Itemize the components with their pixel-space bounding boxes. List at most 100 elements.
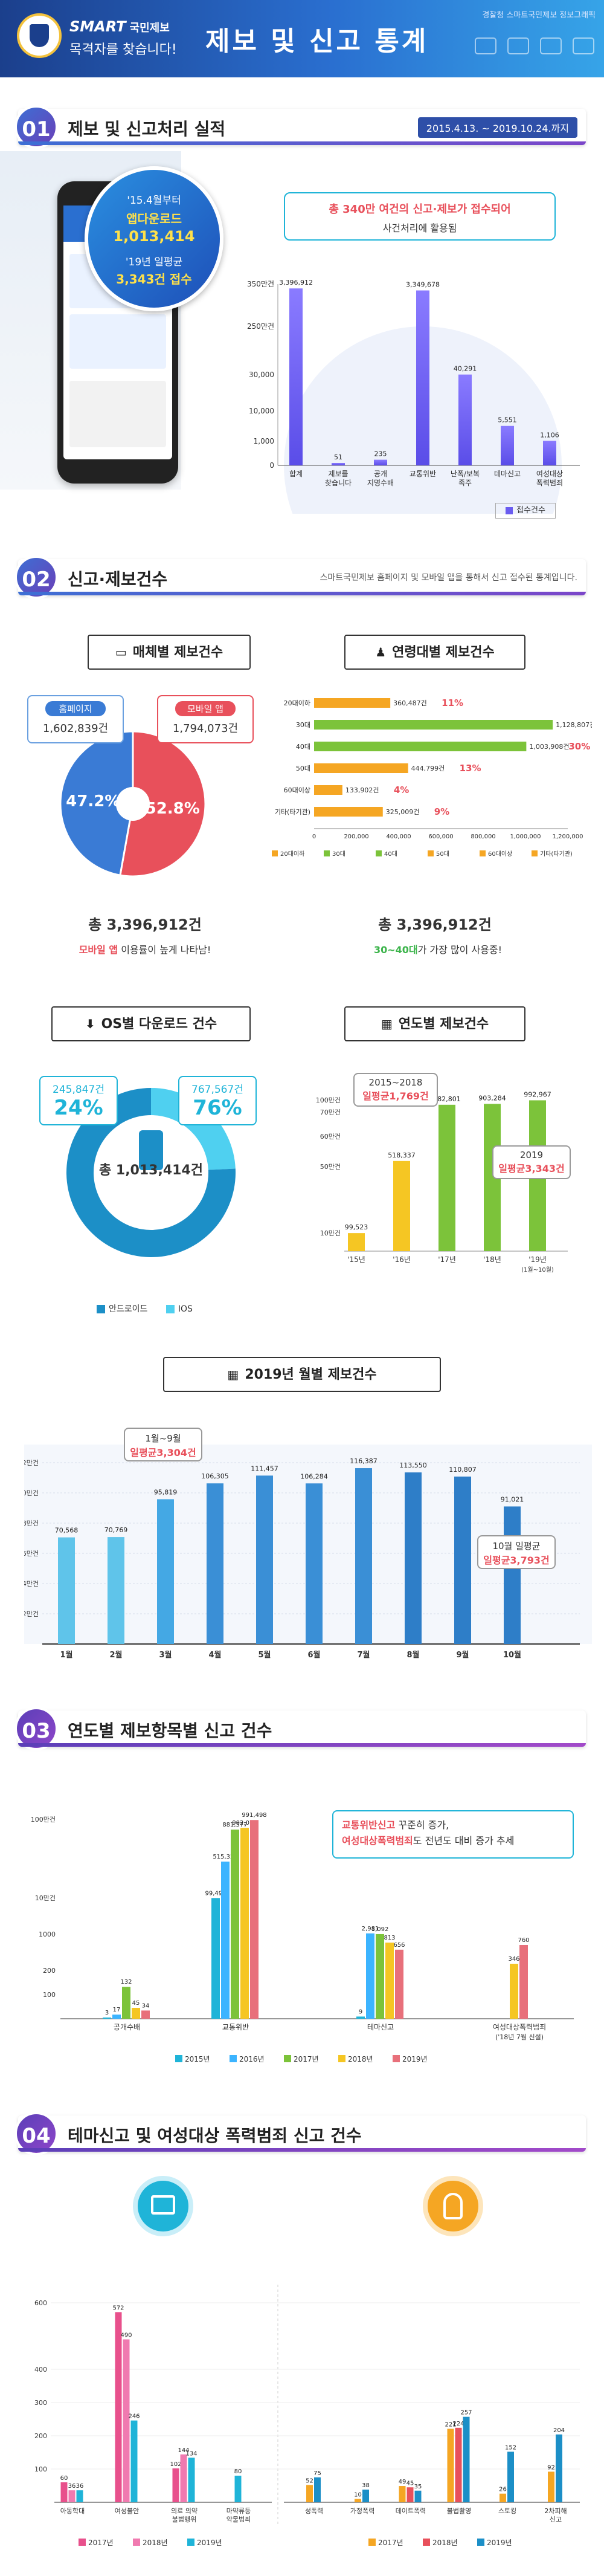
section-title: 연도별 제보항목별 신고 건수: [68, 1721, 272, 1741]
bar: [108, 1537, 124, 1644]
x-tick-label: 6월: [307, 1650, 320, 1660]
android-callout: 767,567건 76%: [178, 1076, 257, 1125]
data-label: 257: [460, 2410, 472, 2416]
x-tick-label: '16년: [393, 1255, 411, 1264]
y-tick-label: 10,000: [249, 407, 274, 415]
bar: [314, 807, 383, 817]
x-tick-label: 3월: [159, 1650, 172, 1660]
x-tick-label: 마약류등: [226, 2506, 251, 2515]
legend-swatch: [338, 2055, 345, 2062]
bar: [234, 2476, 242, 2502]
media-pie-chart: 52.8% 47.2%: [59, 730, 207, 878]
x-tick-label: 합계: [289, 470, 303, 478]
x-tick-label: 테마신고: [494, 470, 521, 478]
x-tick-label: 아동학대: [60, 2507, 85, 2515]
section-title: 제보 및 신고처리 실적: [68, 119, 226, 139]
x-tick-label: 10월: [503, 1650, 521, 1660]
x-tick-label: 불법행위: [172, 2516, 196, 2523]
item-callout: 교통위반신고 꾸준히 증가, 여성대상폭력범죄도 전년도 대비 증가 추세: [332, 1810, 574, 1859]
brand: SMART 국민제보: [69, 18, 170, 35]
mobile-callout: 모바일 앱 1,794,073건: [157, 695, 254, 743]
age-caption: 30~40대가 가장 많이 사용중!: [373, 944, 503, 956]
bar: [439, 1104, 455, 1251]
ios-callout: 245,847건 24%: [39, 1076, 118, 1125]
y-tick-label: 250만건: [247, 322, 274, 331]
police-emblem-icon: [17, 13, 62, 58]
bar: [356, 2016, 365, 2019]
percent-label: 13%: [460, 763, 481, 774]
bar: [510, 1964, 518, 2019]
bar: [414, 2490, 422, 2502]
bar: [543, 441, 556, 465]
age-subheading: ♟ 연령대별 제보건수: [344, 635, 525, 670]
pie-percent-label: 47.2%: [66, 792, 120, 811]
x-tick-label: 가정폭력: [350, 2507, 374, 2515]
data-label: 325,009건: [386, 808, 420, 816]
bar: [458, 374, 472, 465]
age-total: 총 3,396,912건: [378, 916, 492, 933]
year-subheading: ▦ 연도별 제보건수: [344, 1006, 525, 1041]
media-subheading: ▭ 매체별 제보건수: [88, 635, 251, 670]
data-label: 224: [452, 2421, 464, 2427]
bar: [314, 698, 391, 708]
data-label: 221: [445, 2421, 456, 2428]
bar: [416, 290, 429, 465]
x-note: (1월~10월): [521, 1266, 554, 1273]
x-tick-label: 교통위반: [410, 470, 436, 478]
legend-swatch: [284, 2055, 291, 2062]
donut-slice-android: [66, 1088, 236, 1257]
y-tick-label: 1000: [39, 1930, 56, 1938]
data-label: 3: [105, 2010, 109, 2016]
x-tick-label: 2차피해: [544, 2506, 567, 2515]
data-label: 70,568: [55, 1527, 79, 1535]
legend-swatch: [376, 850, 382, 856]
page-header: SMART 국민제보 목격자를 찾습니다! 제보 및 신고 통계 경찰청 스마트국…: [0, 0, 604, 77]
legend-swatch: [324, 850, 330, 856]
y-tick-label: 20대이하: [284, 699, 310, 707]
y-tick-label: 40대: [296, 743, 310, 751]
x-tick-label: 1,000,000: [510, 833, 541, 840]
bar: [207, 1483, 223, 1644]
data-label: 1,128,807건: [556, 721, 592, 729]
legend-label: 2017년: [294, 2055, 319, 2063]
data-label: 34: [142, 2002, 150, 2009]
data-label: 45: [132, 2000, 140, 2007]
data-label: 1,003,908건: [529, 743, 569, 751]
bar: [355, 1468, 372, 1644]
data-label: 36: [76, 2483, 84, 2490]
y-tick-label: 100만건: [31, 1816, 56, 1824]
legend-label: 2018년: [143, 2539, 168, 2547]
x-tick-label: 교통위반: [222, 2023, 249, 2031]
y-tick-label: 200: [43, 1967, 56, 1975]
data-label: 813: [384, 1935, 395, 1941]
bar: [250, 1820, 259, 2019]
header-icons: [464, 37, 594, 57]
data-label: 51: [334, 453, 342, 461]
bar: [455, 2427, 462, 2502]
data-label: 99,523: [345, 1223, 368, 1231]
overall-chart: 0 1,000 10,000 30,000 250만건 350만건 3,396,912 51…: [247, 279, 580, 514]
legend-swatch-icon: [506, 506, 513, 514]
x-tick-label: 600,000: [428, 833, 453, 840]
legend-label: 20대이하: [280, 850, 304, 858]
bar: [504, 1506, 521, 1644]
y-tick-label: 100: [34, 2465, 47, 2473]
data-label: 991,498: [242, 1812, 266, 1819]
bar: [122, 1987, 130, 2019]
y-tick-label: 100: [43, 1991, 56, 1999]
homepage-callout: 홈페이지 1,602,839건: [27, 695, 124, 743]
bar: [548, 2471, 554, 2502]
y-tick-label: 기타(타기관): [275, 808, 310, 816]
data-label: 133,902건: [345, 786, 379, 794]
monthly-subheading: ▦ 2019년 월별 제보건수: [163, 1357, 441, 1392]
data-label: 3,396,912: [279, 279, 313, 286]
bar: [500, 2493, 506, 2502]
monthly-callout-1: 1월~9월 일평균3,304건: [124, 1428, 202, 1461]
x-tick-label: 스토킹: [498, 2507, 516, 2515]
legend-label: 2019년: [197, 2539, 222, 2547]
x-tick-label: 신고: [550, 2516, 562, 2523]
y-tick-label: 8만건: [24, 1519, 39, 1527]
bar: [60, 2482, 68, 2502]
pie-center: [116, 787, 150, 821]
y-tick-label: 30,000: [249, 371, 274, 379]
